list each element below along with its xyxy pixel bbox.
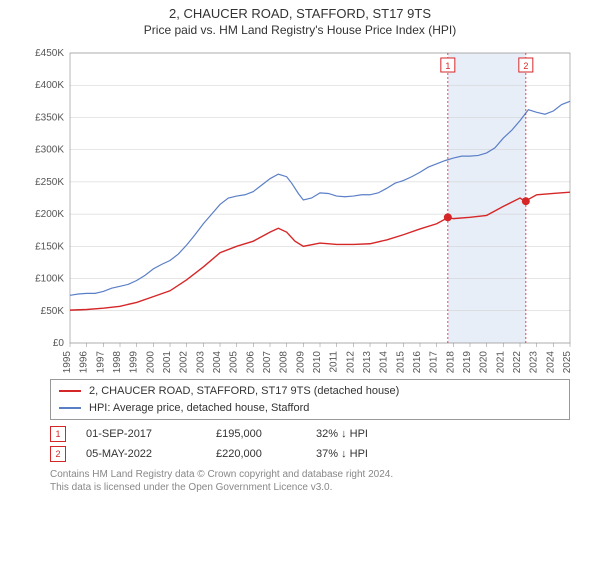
svg-text:2010: 2010: [312, 351, 323, 373]
svg-text:1996: 1996: [79, 351, 90, 373]
svg-text:1997: 1997: [95, 351, 106, 373]
legend-row: 2, CHAUCER ROAD, STAFFORD, ST17 9TS (det…: [59, 383, 561, 400]
svg-text:2023: 2023: [529, 351, 540, 373]
svg-text:2019: 2019: [462, 351, 473, 373]
sale-marker: 1: [50, 426, 66, 442]
svg-text:£250K: £250K: [35, 177, 64, 188]
sale-row: 1 01-SEP-2017£195,00032% ↓ HPI: [50, 424, 570, 444]
sale-price: £220,000: [216, 448, 316, 460]
svg-text:1998: 1998: [112, 351, 123, 373]
svg-text:2024: 2024: [545, 351, 556, 373]
svg-text:2021: 2021: [495, 351, 506, 373]
footer-line-2: This data is licensed under the Open Gov…: [50, 481, 570, 494]
legend-swatch: [59, 407, 81, 409]
svg-text:2025: 2025: [562, 351, 573, 373]
svg-text:2004: 2004: [212, 351, 223, 373]
svg-text:2022: 2022: [512, 351, 523, 373]
svg-text:2007: 2007: [262, 351, 273, 373]
svg-text:2016: 2016: [412, 351, 423, 373]
sale-date: 05-MAY-2022: [86, 448, 216, 460]
legend-row: HPI: Average price, detached house, Staf…: [59, 400, 561, 417]
legend-swatch: [59, 390, 81, 392]
svg-text:£0: £0: [53, 338, 65, 349]
svg-text:2003: 2003: [195, 351, 206, 373]
svg-text:2020: 2020: [479, 351, 490, 373]
svg-text:£200K: £200K: [35, 209, 64, 220]
svg-text:1: 1: [445, 61, 450, 71]
svg-text:2012: 2012: [345, 351, 356, 373]
sale-pct: 37% ↓ HPI: [316, 448, 436, 460]
svg-text:2013: 2013: [362, 351, 373, 373]
svg-text:1999: 1999: [129, 351, 140, 373]
legend-label: HPI: Average price, detached house, Staf…: [89, 400, 309, 417]
svg-text:2009: 2009: [295, 351, 306, 373]
svg-text:£300K: £300K: [35, 145, 64, 156]
legend: 2, CHAUCER ROAD, STAFFORD, ST17 9TS (det…: [50, 379, 570, 420]
svg-text:2002: 2002: [179, 351, 190, 373]
svg-text:1995: 1995: [62, 351, 73, 373]
sale-pct: 32% ↓ HPI: [316, 428, 436, 440]
legend-label: 2, CHAUCER ROAD, STAFFORD, ST17 9TS (det…: [89, 383, 399, 400]
svg-text:2011: 2011: [329, 351, 340, 373]
footer-line-1: Contains HM Land Registry data © Crown c…: [50, 468, 570, 481]
svg-text:£400K: £400K: [35, 80, 64, 91]
svg-text:£350K: £350K: [35, 112, 64, 123]
chart-title: 2, CHAUCER ROAD, STAFFORD, ST17 9TS: [0, 6, 600, 21]
sale-row: 2 05-MAY-2022£220,00037% ↓ HPI: [50, 444, 570, 464]
svg-text:2001: 2001: [162, 351, 173, 373]
svg-text:£100K: £100K: [35, 274, 64, 285]
svg-text:£450K: £450K: [35, 48, 64, 59]
sale-date: 01-SEP-2017: [86, 428, 216, 440]
svg-text:2014: 2014: [379, 351, 390, 373]
svg-text:2017: 2017: [429, 351, 440, 373]
sale-marker: 2: [50, 446, 66, 462]
svg-text:2015: 2015: [395, 351, 406, 373]
svg-text:2: 2: [523, 61, 528, 71]
sales-table: 1 01-SEP-2017£195,00032% ↓ HPI 2 05-MAY-202…: [50, 424, 570, 464]
sale-price: £195,000: [216, 428, 316, 440]
svg-text:2018: 2018: [445, 351, 456, 373]
price-chart: £0 £50K £100K £150K £200K £250K £300K £350K £400…: [20, 43, 580, 373]
footer-attribution: Contains HM Land Registry data © Crown c…: [50, 468, 570, 494]
svg-text:2006: 2006: [245, 351, 256, 373]
chart-subtitle: Price paid vs. HM Land Registry's House …: [0, 23, 600, 37]
svg-text:2005: 2005: [229, 351, 240, 373]
svg-text:£150K: £150K: [35, 241, 64, 252]
svg-text:£50K: £50K: [41, 306, 65, 317]
svg-text:2008: 2008: [279, 351, 290, 373]
svg-text:2000: 2000: [145, 351, 156, 373]
